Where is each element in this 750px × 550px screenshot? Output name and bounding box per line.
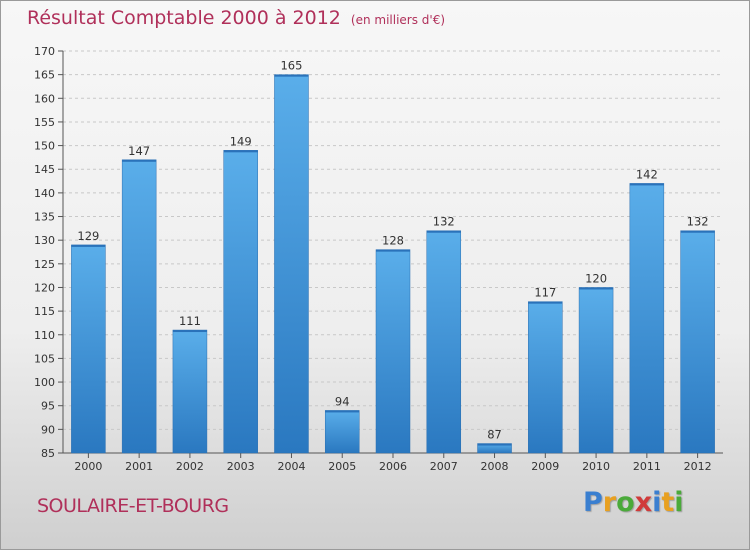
x-tick-label: 2010: [582, 460, 610, 473]
x-tick-label: 2004: [277, 460, 305, 473]
chart-title: Résultat Comptable 2000 à 2012 (en millie…: [27, 7, 445, 29]
data-label: 128: [382, 234, 404, 248]
x-tick-labels: 2000 2001 2002 2003 2004 2005 2006 2007 2008 2009…: [74, 460, 711, 473]
x-tick-label: 2001: [125, 460, 153, 473]
bar-top-edge: [477, 443, 512, 446]
bar-top-edge: [528, 301, 563, 304]
bar-top-edge: [172, 330, 207, 333]
bar-2002: [172, 329, 208, 454]
bar-top-edge: [629, 183, 664, 186]
bar-top-edge: [223, 150, 258, 153]
chart-subtitle: (en milliers d'€): [350, 13, 446, 27]
bar-top-edge: [325, 410, 360, 413]
bar-top-edge: [680, 230, 715, 233]
data-label: 132: [687, 215, 709, 229]
x-tick-label: 2011: [633, 460, 661, 473]
logo-letter: i: [674, 487, 684, 518]
y-tick-label: 90: [41, 423, 55, 436]
x-tick-label: 2012: [684, 460, 712, 473]
y-tick-label: 150: [34, 140, 55, 153]
bar-2012: [680, 230, 715, 454]
y-tick-label: 160: [34, 92, 55, 105]
bar-2009: [528, 301, 563, 454]
x-tick-label: 2009: [531, 460, 559, 473]
logo-letter: t: [661, 487, 675, 518]
y-tick-label: 85: [41, 447, 55, 460]
y-tick-label: 95: [41, 400, 55, 413]
data-label: 120: [585, 271, 607, 285]
bar-2005: [324, 410, 360, 454]
chart-title-text: Résultat Comptable 2000 à 2012: [27, 7, 341, 29]
bar-2003: [223, 150, 258, 454]
data-label: 165: [280, 59, 302, 73]
data-label: 147: [128, 144, 150, 158]
data-label: 111: [179, 314, 201, 328]
y-tick-label: 145: [34, 163, 55, 176]
proxiti-logo[interactable]: Proxiti: [583, 487, 684, 518]
bars: [71, 74, 715, 454]
x-tick-label: 2002: [176, 460, 204, 473]
y-tick-label: 170: [34, 45, 55, 58]
x-tick-label: 2008: [481, 460, 509, 473]
data-label: 142: [636, 167, 658, 181]
bar-2000: [71, 244, 106, 454]
y-tick-label: 125: [34, 258, 55, 271]
logo-letter: x: [634, 487, 653, 518]
logo-letter: i: [652, 487, 662, 518]
bar-2004: [274, 74, 309, 454]
y-tick-label: 165: [34, 69, 55, 82]
y-tick-labels: 85 90 95 100 105 110 115 120 125 130 135 140 145 150 1…: [34, 45, 55, 460]
logo-letter: P: [583, 487, 603, 518]
y-tick-label: 135: [34, 211, 55, 224]
y-tick-label: 130: [34, 234, 55, 247]
bar-top-edge: [579, 287, 614, 290]
bar-2010: [578, 287, 614, 454]
y-tick-label: 155: [34, 116, 55, 129]
data-label: 149: [230, 134, 252, 148]
bar-2007: [426, 230, 462, 454]
logo-letter: o: [616, 487, 635, 518]
x-tick-label: 2000: [74, 460, 102, 473]
bar-2006: [375, 249, 411, 454]
logo-letter: r: [602, 487, 617, 518]
bar-top-edge: [274, 74, 309, 77]
y-tick-label: 100: [34, 376, 55, 389]
bar-top-edge: [426, 230, 461, 233]
x-tick-label: 2006: [379, 460, 407, 473]
data-label: 94: [335, 394, 350, 408]
x-tick-label: 2005: [328, 460, 356, 473]
bar-2011: [629, 183, 665, 454]
data-label: 117: [534, 286, 556, 300]
y-tick-label: 105: [34, 352, 55, 365]
x-tick-label: 2007: [430, 460, 458, 473]
data-labels: 129 147 111 149 165 94 128 132 87 117 120 142 132: [77, 59, 708, 442]
y-tick-label: 140: [34, 187, 55, 200]
data-label: 87: [487, 428, 502, 442]
x-tick-label: 2003: [227, 460, 255, 473]
bar-top-edge: [71, 244, 106, 247]
y-tick-label: 120: [34, 281, 55, 294]
data-label: 129: [77, 229, 99, 243]
bar-top-edge: [122, 159, 157, 162]
y-tick-label: 115: [34, 305, 55, 318]
y-tick-label: 110: [34, 329, 55, 342]
data-label: 132: [433, 215, 455, 229]
bar-2001: [121, 159, 157, 454]
commune-name: SOULAIRE-ET-BOURG: [37, 495, 229, 517]
bar-top-edge: [376, 249, 410, 252]
